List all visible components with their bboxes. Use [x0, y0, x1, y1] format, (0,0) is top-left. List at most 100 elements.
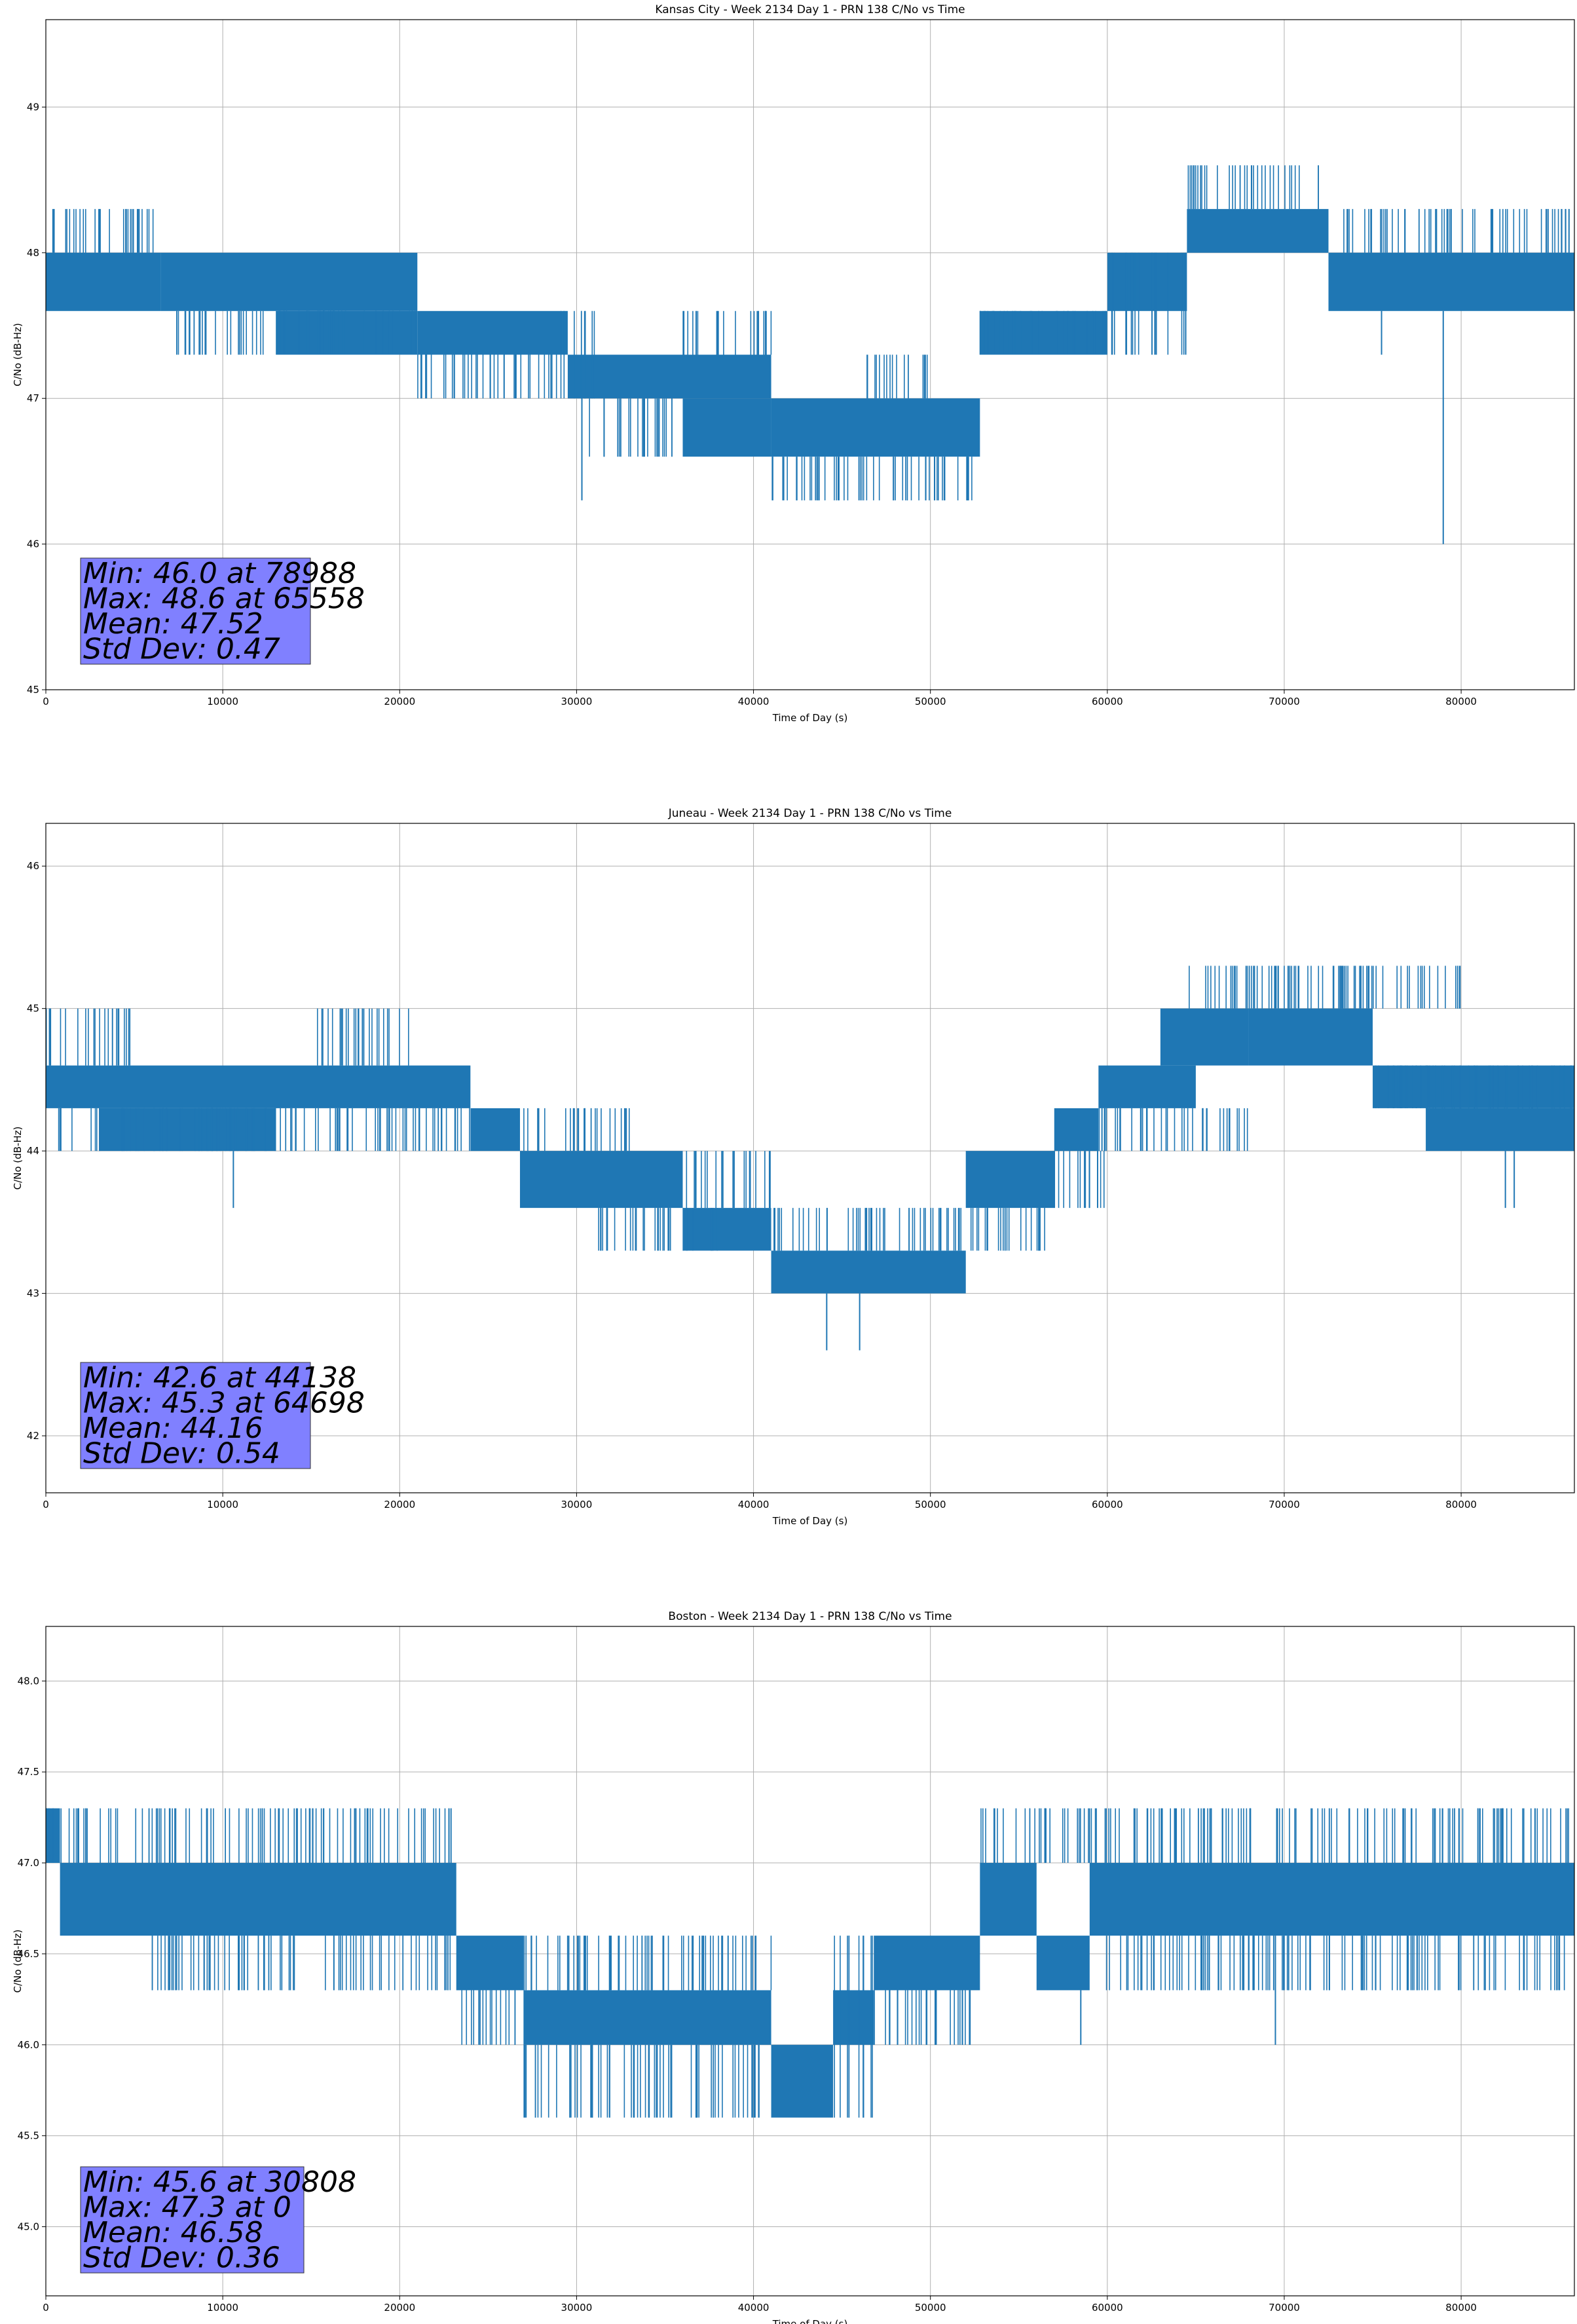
cno-band — [1187, 209, 1329, 253]
cno-band — [456, 1936, 524, 1991]
y-tick-label: 47 — [27, 392, 39, 404]
axes-frame — [45, 19, 1575, 690]
cno-band — [833, 1990, 874, 2045]
x-tick-label: 40000 — [738, 1499, 770, 1510]
cno-band — [1248, 1008, 1373, 1066]
stats-line: Std Dev: 0.54 — [83, 1437, 280, 1471]
cno-band — [60, 1863, 456, 1936]
stats-line: Std Dev: 0.47 — [83, 633, 280, 666]
y-tick-label: 46.0 — [18, 2039, 39, 2051]
x-tick-label: 30000 — [561, 1499, 593, 1510]
x-tick-label: 40000 — [738, 696, 770, 707]
x-tick-label: 50000 — [915, 696, 946, 707]
cno-band — [160, 252, 418, 311]
axes-frame — [45, 1626, 1575, 2296]
x-tick-label: 20000 — [384, 2302, 415, 2314]
cno-band — [46, 252, 161, 311]
stats-line: Min: 42.6 at 44138 — [83, 1361, 356, 1395]
y-tick-label: 44 — [27, 1145, 39, 1157]
y-tick-label: 46.5 — [18, 1948, 39, 1960]
cno-band — [980, 310, 1107, 355]
chart-boston: Boston - Week 2134 Day 1 - PRN 138 C/No … — [12, 1610, 1575, 2324]
y-tick-label: 43 — [27, 1288, 39, 1300]
x-tick-label: 60000 — [1092, 696, 1123, 707]
x-tick-label: 0 — [43, 696, 49, 707]
cno-band — [276, 310, 418, 355]
stats-line: Max: 47.3 at 0 — [83, 2191, 291, 2224]
y-tick-label: 45 — [27, 1003, 39, 1015]
cno-band — [470, 1108, 520, 1152]
cno-band — [682, 398, 771, 457]
stats-box-background — [80, 557, 311, 665]
chart-title: Juneau - Week 2134 Day 1 - PRN 138 C/No … — [668, 807, 952, 820]
x-tick-label: 80000 — [1445, 1499, 1477, 1510]
stats-line: Min: 46.0 at 78988 — [83, 557, 356, 590]
x-tick-label: 70000 — [1269, 2302, 1300, 2314]
y-axis-label: C/No (dB-Hz) — [12, 1930, 24, 1993]
series-cno — [46, 965, 1574, 1351]
cno-band — [1036, 1936, 1090, 1991]
cno-band — [980, 1863, 1037, 1936]
stats-box-background — [80, 1362, 311, 1469]
stats-line: Std Dev: 0.36 — [83, 2241, 280, 2275]
cno-band — [771, 398, 980, 457]
x-tick-label: 20000 — [384, 696, 415, 707]
y-tick-label: 45.0 — [18, 2221, 39, 2232]
stats-line: Max: 48.6 at 65558 — [83, 582, 365, 616]
chart-juneau: Juneau - Week 2134 Day 1 - PRN 138 C/No … — [12, 807, 1575, 1527]
y-tick-label: 47.0 — [18, 1857, 39, 1869]
x-tick-label: 70000 — [1269, 1499, 1300, 1510]
series-cno — [46, 1808, 1574, 2118]
y-tick-label: 45.5 — [18, 2130, 39, 2142]
x-tick-label: 20000 — [384, 1499, 415, 1510]
y-tick-label: 48 — [27, 247, 39, 259]
chart-title: Kansas City - Week 2134 Day 1 - PRN 138 … — [655, 3, 965, 16]
cno-band — [99, 1108, 276, 1152]
cno-band — [874, 1936, 980, 1991]
y-tick-label: 46 — [27, 538, 39, 550]
y-axis-label: C/No (dB-Hz) — [12, 1127, 24, 1190]
stats-line: Mean: 44.16 — [83, 1412, 263, 1445]
x-tick-label: 0 — [43, 2302, 49, 2314]
chart-title: Boston - Week 2134 Day 1 - PRN 138 C/No … — [668, 1610, 952, 1623]
x-tick-label: 60000 — [1092, 1499, 1123, 1510]
axes-frame — [45, 823, 1575, 1493]
cno-band — [1089, 1863, 1574, 1936]
cno-band — [1328, 252, 1574, 311]
stats-line: Mean: 46.58 — [83, 2216, 263, 2249]
y-tick-label: 49 — [27, 101, 39, 113]
x-tick-label: 60000 — [1092, 2302, 1123, 2314]
chart-kansas-city: Kansas City - Week 2134 Day 1 - PRN 138 … — [12, 3, 1575, 724]
y-tick-label: 47.5 — [18, 1766, 39, 1778]
x-axis-label: Time of Day (s) — [772, 2318, 848, 2324]
cno-band — [1054, 1108, 1099, 1152]
cno-band — [771, 2044, 834, 2118]
x-tick-label: 50000 — [915, 2302, 946, 2314]
cno-band — [417, 310, 568, 355]
x-tick-label: 30000 — [561, 2302, 593, 2314]
cno-band — [519, 1151, 683, 1209]
x-tick-label: 0 — [43, 1499, 49, 1510]
y-tick-label: 48.0 — [18, 1675, 39, 1687]
x-tick-label: 30000 — [561, 696, 593, 707]
stats-box-background — [80, 2166, 305, 2274]
cno-band — [1098, 1065, 1196, 1108]
y-axis-label: C/No (dB-Hz) — [12, 323, 24, 386]
x-tick-label: 80000 — [1445, 2302, 1477, 2314]
cno-band — [1107, 252, 1187, 311]
x-tick-label: 70000 — [1269, 696, 1300, 707]
y-tick-label: 46 — [27, 860, 39, 872]
y-tick-label: 45 — [27, 684, 39, 696]
stats-line: Min: 45.6 at 30808 — [83, 2165, 356, 2199]
cno-band — [1373, 1065, 1574, 1108]
cno-band — [965, 1151, 1054, 1209]
stats-line: Mean: 47.52 — [83, 607, 263, 641]
stats-line: Max: 45.3 at 64698 — [83, 1387, 365, 1420]
x-axis-label: Time of Day (s) — [772, 1515, 848, 1527]
cno-band — [46, 1065, 471, 1108]
cno-band — [567, 354, 771, 399]
x-tick-label: 40000 — [738, 2302, 770, 2314]
